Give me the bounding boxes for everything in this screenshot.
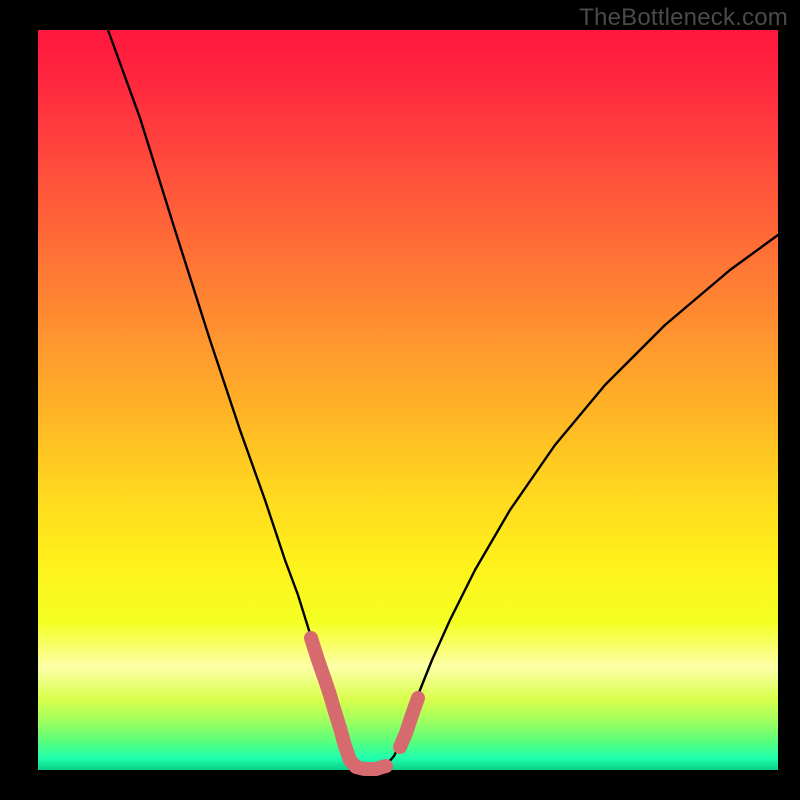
- chart-svg: [0, 0, 800, 800]
- plot-background: [38, 30, 778, 770]
- chart-stage: TheBottleneck.com: [0, 0, 800, 800]
- highlight-marker-1: [366, 766, 386, 769]
- watermark-text: TheBottleneck.com: [579, 4, 788, 32]
